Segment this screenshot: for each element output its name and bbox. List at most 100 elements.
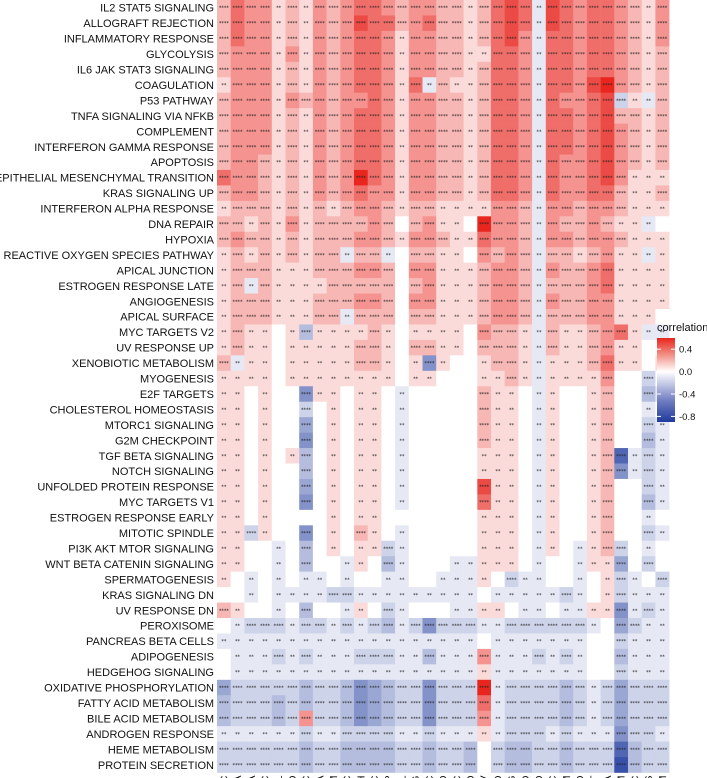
significance-mark: ** [235, 423, 241, 429]
heatmap-cell [559, 509, 574, 526]
significance-mark: **** [452, 52, 463, 58]
significance-mark: ** [290, 284, 296, 290]
significance-mark: **** [287, 160, 298, 166]
significance-mark: ** [509, 485, 515, 491]
significance-mark: **** [479, 346, 490, 352]
significance-mark: **** [493, 114, 504, 120]
significance-mark: **** [219, 160, 230, 166]
significance-mark: **** [424, 655, 435, 661]
heatmap-cell [340, 77, 355, 93]
significance-mark: ** [221, 407, 227, 413]
heatmap-cell [573, 463, 588, 480]
significance-mark: **** [493, 284, 504, 290]
significance-mark: **** [520, 98, 531, 104]
heatmap-cell [436, 417, 451, 433]
significance-mark: ** [276, 176, 282, 182]
heatmap-cell [628, 540, 642, 557]
significance-mark: **** [246, 299, 257, 305]
significance-mark: **** [657, 129, 668, 135]
significance-mark: ** [276, 268, 282, 274]
significance-mark: **** [630, 763, 641, 769]
significance-mark: ** [536, 253, 542, 259]
heatmap-cell [436, 108, 451, 124]
heatmap-cell [477, 139, 492, 155]
heatmap-cell [518, 123, 533, 140]
significance-mark: ** [523, 593, 529, 599]
heatmap-cell [600, 154, 615, 171]
heatmap-cell [381, 77, 396, 93]
significance-mark: ** [536, 129, 542, 135]
heatmap-cell [559, 154, 574, 171]
significance-mark: **** [452, 37, 463, 43]
heatmap-cell [477, 757, 492, 773]
heatmap-cell [573, 432, 588, 449]
significance-mark: **** [233, 207, 244, 213]
significance-mark: ** [509, 469, 515, 475]
significance-mark: ** [276, 546, 282, 552]
heatmap-cell [354, 92, 368, 109]
significance-mark: **** [315, 237, 326, 243]
significance-mark: ** [345, 562, 351, 568]
significance-mark: ** [660, 438, 666, 444]
significance-mark: **** [260, 747, 271, 753]
significance-mark: **** [356, 129, 367, 135]
heatmap-cell [230, 92, 245, 109]
heatmap-cell [340, 386, 355, 402]
heatmap-cell [614, 525, 629, 542]
heatmap-cell [422, 77, 437, 93]
significance-mark: ** [482, 608, 488, 614]
significance-mark: **** [589, 191, 600, 197]
significance-mark: ** [262, 485, 268, 491]
significance-mark: **** [424, 37, 435, 43]
heatmap-cell [299, 92, 314, 109]
heatmap-cell [299, 77, 314, 93]
significance-mark: **** [246, 21, 257, 27]
significance-mark: ** [235, 516, 241, 522]
significance-mark: **** [260, 701, 271, 707]
heatmap-cell [655, 556, 670, 572]
significance-mark: **** [260, 716, 271, 722]
heatmap-cell [600, 648, 615, 665]
significance-mark: ** [468, 562, 474, 568]
heatmap-cell [312, 30, 327, 47]
row-label: E2F TARGETS [140, 389, 214, 401]
significance-mark: ** [441, 315, 447, 321]
heatmap-cell [614, 139, 629, 155]
heatmap-cell [463, 386, 478, 402]
heatmap-cell [600, 61, 615, 78]
heatmap-cell [354, 61, 368, 78]
significance-mark: **** [219, 52, 230, 58]
significance-mark: ** [550, 438, 556, 444]
row-label: INFLAMMATORY RESPONSE [64, 34, 214, 46]
heatmap-cell [628, 77, 642, 93]
significance-mark: **** [602, 531, 613, 537]
significance-mark: ** [304, 129, 310, 135]
heatmap-cell [436, 432, 451, 449]
significance-mark: ** [290, 454, 296, 460]
heatmap-cell [655, 46, 670, 63]
significance-mark: **** [616, 114, 627, 120]
significance-mark: ** [578, 593, 584, 599]
heatmap-cell [340, 509, 355, 526]
significance-mark: **** [342, 268, 353, 274]
heatmap-cell [367, 15, 382, 32]
heatmap-cell [545, 0, 560, 16]
significance-mark: ** [262, 361, 268, 367]
heatmap-cell [299, 108, 314, 124]
heatmap-cell [244, 15, 259, 32]
significance-mark: **** [493, 21, 504, 27]
significance-mark: ** [495, 454, 501, 460]
significance-mark: **** [575, 21, 586, 27]
significance-mark: ** [591, 485, 597, 491]
significance-mark: ** [509, 516, 515, 522]
significance-mark: **** [424, 222, 435, 228]
significance-mark: ** [399, 237, 405, 243]
significance-mark: ** [331, 346, 337, 352]
heatmap-cell [312, 525, 327, 542]
significance-mark: **** [520, 268, 531, 274]
row-label: NOTCH SIGNALING [112, 466, 214, 478]
heatmap-cell [326, 92, 341, 109]
significance-mark: **** [356, 6, 367, 12]
heatmap-cell [449, 0, 464, 16]
significance-mark: **** [589, 268, 600, 274]
